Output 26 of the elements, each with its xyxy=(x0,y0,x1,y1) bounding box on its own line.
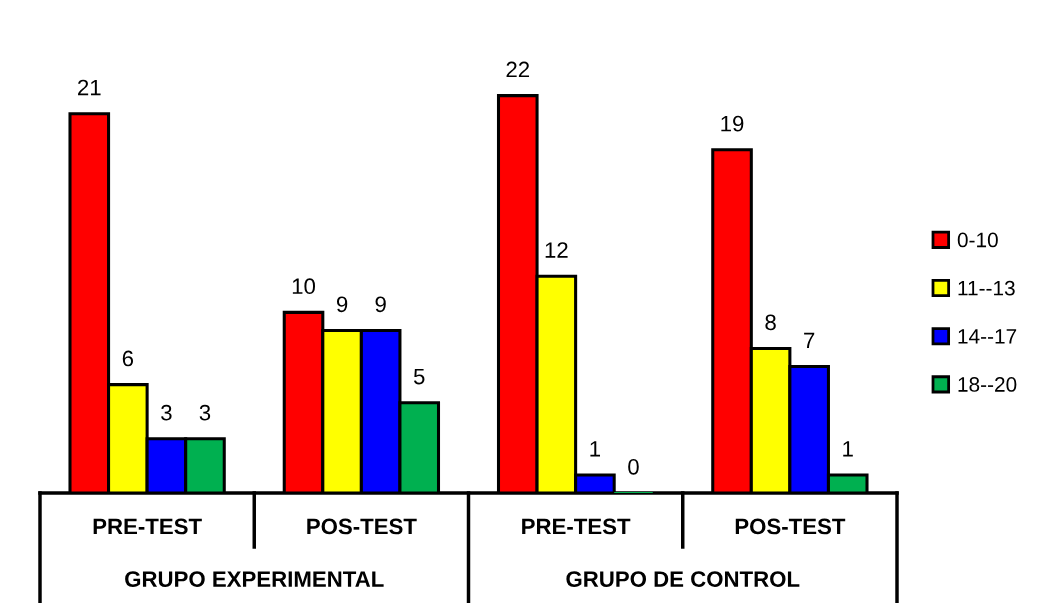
data-label: 7 xyxy=(804,332,815,349)
data-label: 3 xyxy=(199,404,211,421)
text: GRUPO EXPERIMENTAL xyxy=(125,571,384,587)
data-label: 22 xyxy=(506,61,530,78)
data-label: 1 xyxy=(843,441,853,457)
x-tick-label: POS-TEST xyxy=(735,518,846,535)
data-label: 3 xyxy=(161,404,172,421)
data-label: 12 xyxy=(545,242,568,258)
x-tick-label: PRE-TEST xyxy=(93,518,202,535)
data-label: 6 xyxy=(122,350,134,367)
data-label: 1 xyxy=(590,441,600,457)
data-label: 19 xyxy=(721,115,744,132)
data-label: 0 xyxy=(628,458,639,475)
data-label: 5 xyxy=(413,368,425,385)
data-label: 8 xyxy=(765,314,776,331)
x-tick-label: PRE-TEST xyxy=(522,518,631,535)
data-label: 10 xyxy=(292,278,316,295)
text: GRUPO DE CONTROL xyxy=(566,571,800,587)
data-label: 9 xyxy=(336,296,348,313)
legend-label: 11--13 xyxy=(958,280,1015,296)
legend-label: 18--20 xyxy=(958,377,1017,392)
legend-label: 14--17 xyxy=(958,329,1017,344)
data-label: 21 xyxy=(78,79,101,96)
legend-label: 0-10 xyxy=(957,232,998,248)
data-label: 9 xyxy=(375,296,386,313)
x-tick-label: POS-TEST xyxy=(307,518,417,535)
